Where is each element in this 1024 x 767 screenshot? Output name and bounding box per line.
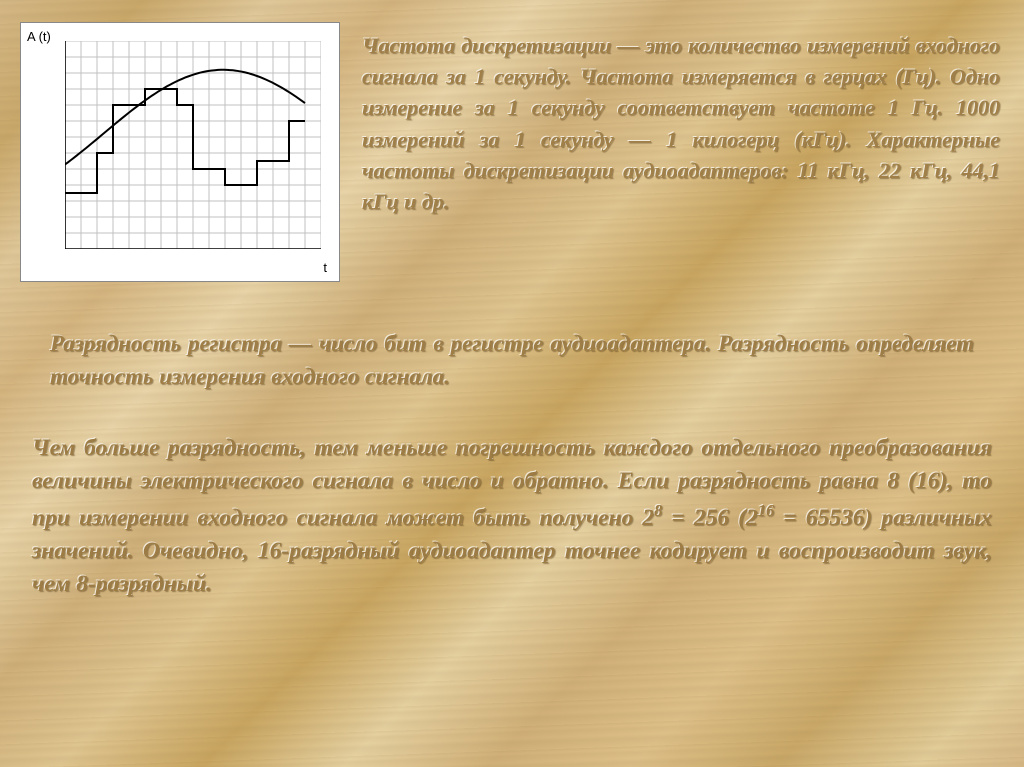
chart-svg: [65, 41, 321, 249]
sampling-chart: A (t) t: [20, 22, 340, 282]
chart-plot-area: [65, 41, 321, 249]
paragraph-bitdepth-precision: Чем больше разрядность, тем меньше погре…: [32, 432, 992, 602]
p3-mid: = 256 (2: [662, 505, 757, 531]
x-axis-label: t: [323, 260, 327, 275]
p3-sup2: 16: [758, 501, 774, 520]
y-axis-label: A (t): [27, 29, 51, 44]
paragraph-sampling-frequency: Частота дискретизации — это количество и…: [362, 30, 1000, 217]
paragraph-register-bitdepth: Разрядность регистра — число бит в регис…: [50, 328, 974, 393]
